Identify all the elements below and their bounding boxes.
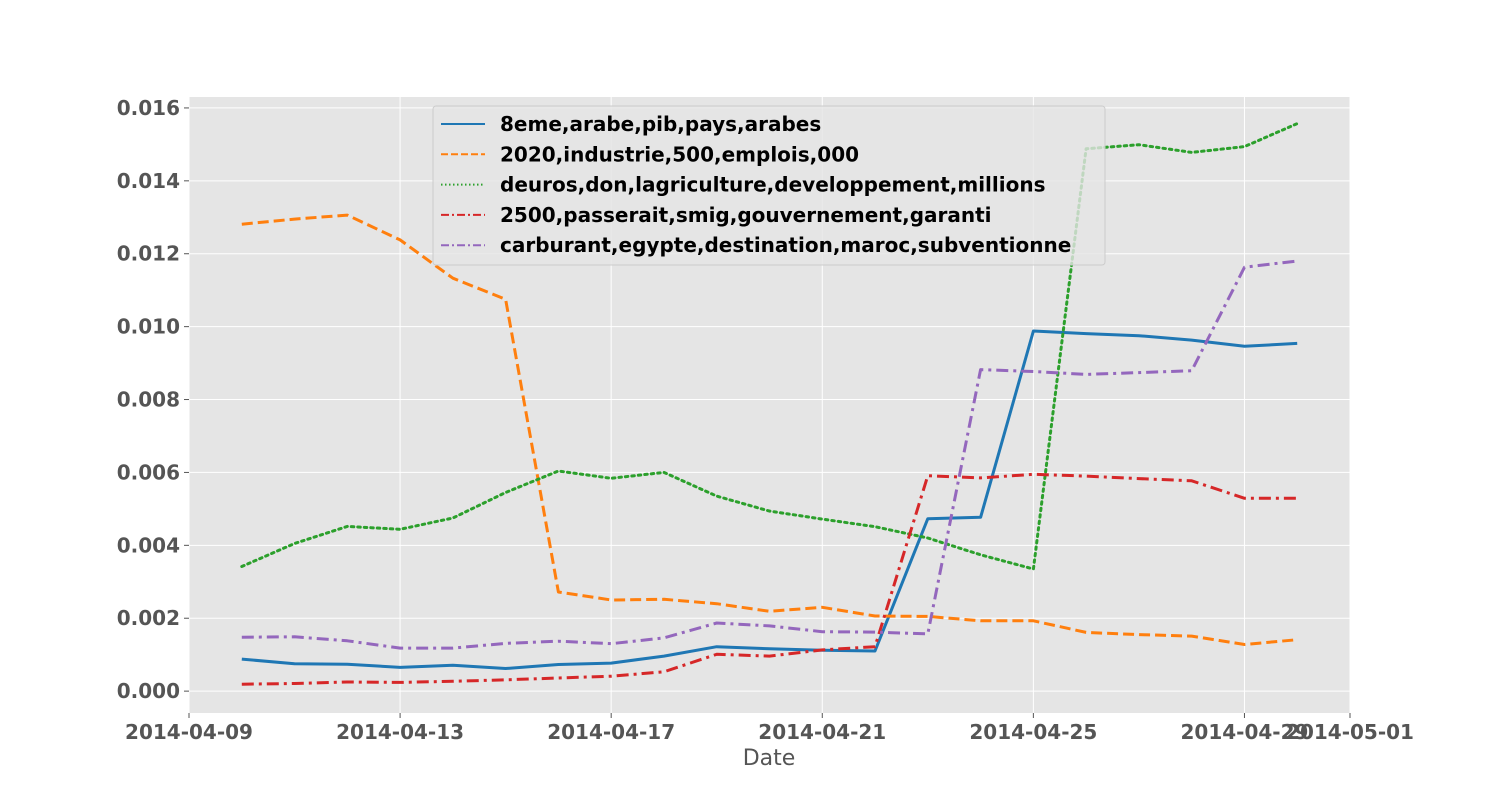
x-tick-label: 2014-05-01 — [1286, 720, 1414, 744]
legend-label-2: 2020,industrie,500,emplois,000 — [500, 142, 859, 166]
x-axis-title: Date — [743, 746, 796, 771]
x-tick-label: 2014-04-13 — [336, 720, 464, 744]
y-tick-label: 0.002 — [117, 606, 180, 630]
series-line-2 — [241, 213, 1298, 646]
legend-label-5: carburant,egypte,destination,maroc,subve… — [500, 233, 1071, 257]
x-tick-label: 2014-04-21 — [758, 720, 886, 744]
legend-label-1: 8eme,arabe,pib,pays,arabes — [500, 112, 821, 136]
y-tick-label: 0.008 — [117, 388, 180, 412]
y-tick-label: 0.016 — [117, 96, 180, 120]
y-tick-label: 0.004 — [117, 533, 180, 557]
y-tick-label: 0.012 — [117, 242, 180, 266]
y-tick-label: 0.000 — [117, 679, 180, 703]
series-line-1 — [241, 329, 1298, 670]
y-tick-label: 0.014 — [117, 169, 180, 193]
x-tick-label: 2014-04-29 — [1180, 720, 1308, 744]
legend: 8eme,arabe,pib,pays,arabes 2020,industrie… — [432, 105, 1106, 266]
x-tick-label: 2014-04-09 — [125, 720, 253, 744]
y-axis-ticks: 0.000 0.002 0.004 0.006 0.008 0.010 0.012 0.014… — [117, 96, 189, 703]
series-line-4 — [241, 472, 1298, 686]
legend-label-3: deuros,don,lagriculture,developpement,mi… — [500, 173, 1046, 197]
y-tick-label: 0.010 — [117, 315, 180, 339]
x-tick-label: 2014-04-25 — [969, 720, 1097, 744]
x-tick-label: 2014-04-17 — [547, 720, 675, 744]
series-lines — [240, 122, 1299, 686]
series-line-3 — [240, 122, 1299, 571]
legend-label-4: 2500,passerait,smig,gouvernement,garanti — [500, 203, 992, 227]
x-axis-ticks: 2014-04-09 2014-04-13 2014-04-17 2014-04-21… — [125, 713, 1414, 744]
series-line-5 — [241, 259, 1298, 650]
y-tick-label: 0.006 — [117, 460, 180, 484]
legend-box — [432, 105, 1106, 266]
